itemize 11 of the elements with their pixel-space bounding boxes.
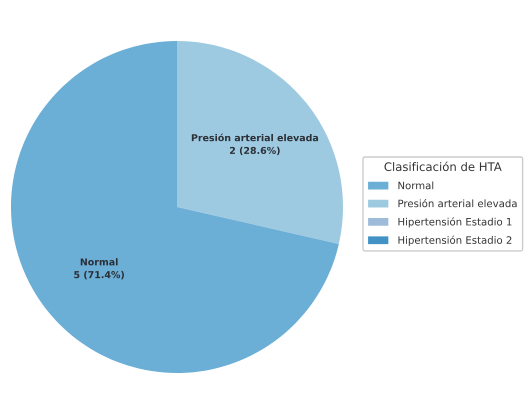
pie-slice (11, 41, 339, 373)
slice-label: Presión arterial elevada (192, 134, 318, 142)
legend-title: Clasificación de HTA (384, 162, 502, 172)
data-label: 2 (28.6%) (230, 146, 280, 156)
pie-slice (177, 41, 343, 244)
legend-label: Normal (398, 181, 434, 190)
slice-label: Normal (80, 258, 118, 266)
legend-label: Hipertensión Estadio 1 (398, 217, 512, 228)
legend-label: Presión arterial elevada (398, 198, 517, 208)
legend-label: Hipertensión Estadio 2 (398, 236, 512, 246)
data-label: 5 (71.4%) (74, 270, 124, 280)
